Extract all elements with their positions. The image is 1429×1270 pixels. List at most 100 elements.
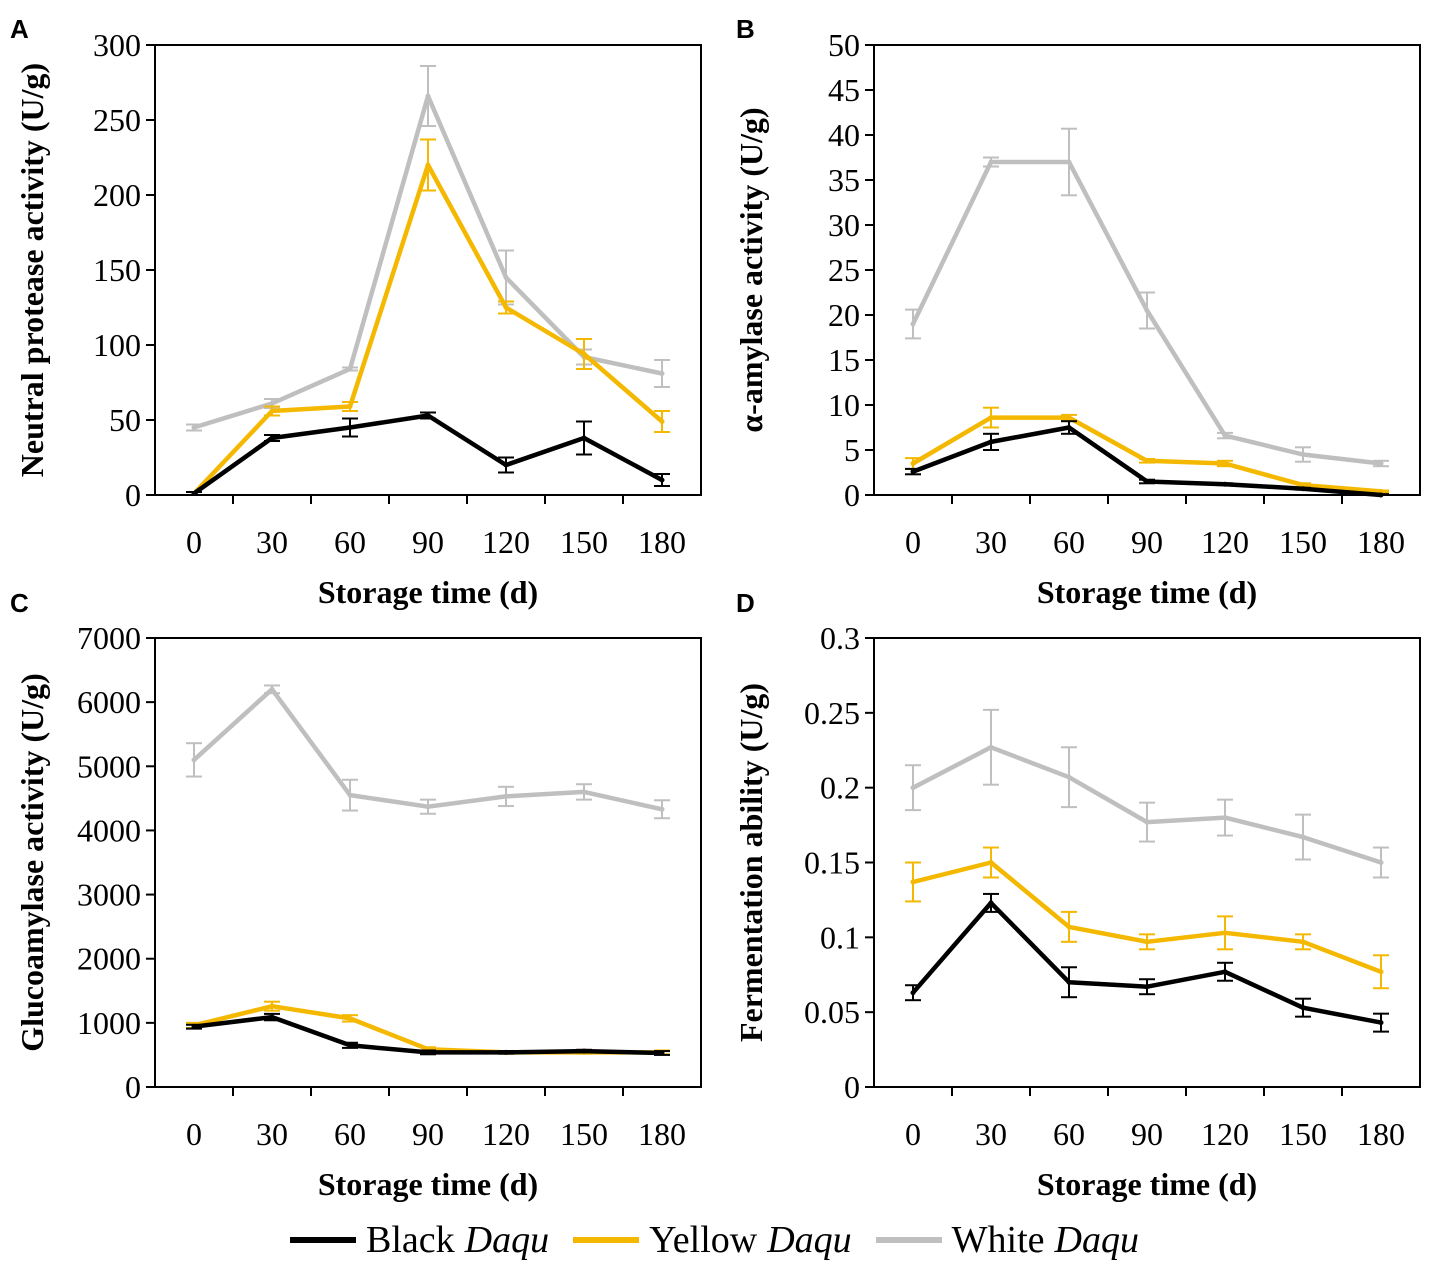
x-tick-label: 90 (412, 1116, 444, 1152)
legend-swatch (290, 1237, 357, 1243)
series-black (186, 411, 670, 496)
x-tick-label: 0 (905, 1116, 921, 1152)
y-tick-label: 100 (93, 327, 141, 363)
legend-label: Yellow (649, 1219, 758, 1261)
plot-area-frame (873, 637, 1421, 1088)
data-point (1300, 452, 1306, 457)
data-point (1066, 774, 1072, 780)
legend-swatch (573, 1237, 640, 1243)
y-tick-label: 0.25 (804, 695, 860, 731)
panel-a: A 0 50 100 150 200 250 300 0 30 60 90 120 150 180 Stora… (10, 14, 702, 610)
y-tick-label: 45 (828, 72, 860, 108)
data-point (1378, 492, 1384, 498)
x-axis-title: Storage time (d) (1037, 574, 1257, 610)
y-tick-label: 0 (844, 1069, 860, 1105)
data-point (425, 1049, 431, 1055)
y-tick-label: 25 (828, 252, 860, 288)
data-point (1144, 479, 1150, 484)
x-tick-label: 120 (482, 1116, 530, 1152)
data-point (1378, 969, 1384, 975)
series-white (905, 127, 1389, 468)
data-point (988, 415, 994, 421)
panel-c: C 0 1000 2000 3000 4000 5000 6000 7000 0 30 60 90 120… (10, 588, 702, 1202)
y-tick-label: 0 (125, 477, 141, 513)
legend-label: White (951, 1219, 1045, 1261)
data-point (910, 990, 916, 996)
data-point (988, 159, 994, 165)
data-point (503, 275, 509, 280)
data-point (1144, 458, 1150, 464)
panel-letter: B (736, 14, 755, 44)
x-tick-label: 90 (1131, 524, 1163, 560)
y-tick-label: 6000 (77, 684, 141, 720)
x-tick-label: 30 (975, 1116, 1007, 1152)
series-black (186, 1012, 670, 1056)
y-tick-label: 5000 (77, 748, 141, 784)
data-point (347, 1042, 353, 1048)
data-point (1378, 461, 1384, 466)
legend-item-white: White Daqu (875, 1218, 1139, 1262)
data-point (910, 879, 916, 885)
data-point (425, 804, 431, 810)
data-point (425, 162, 431, 168)
y-tick-label: 150 (93, 252, 141, 288)
x-tick-label: 150 (560, 1116, 608, 1152)
series-yellow (186, 138, 670, 496)
y-tick-label: 200 (93, 177, 141, 213)
series-white (186, 65, 670, 432)
data-point (659, 477, 665, 483)
data-point (910, 321, 916, 327)
y-tick-label: 0.05 (804, 994, 860, 1030)
data-point (988, 900, 994, 906)
data-point (1300, 1005, 1306, 1011)
data-point (503, 793, 509, 799)
x-tick-label: 120 (482, 524, 530, 560)
x-tick-label: 180 (638, 1116, 686, 1152)
data-point (988, 439, 994, 445)
y-tick-label: 5 (844, 432, 860, 468)
y-axis-title: Glucoamylase activity (U/g) (14, 673, 50, 1052)
data-point (581, 789, 587, 795)
y-tick-label: 30 (828, 207, 860, 243)
data-point (1066, 159, 1072, 165)
legend-label-italic: Daqu (767, 1219, 852, 1261)
y-tick-label: 20 (828, 297, 860, 333)
panel-letter: D (736, 588, 755, 618)
x-tick-label: 0 (186, 1116, 202, 1152)
series-yellow (186, 1000, 670, 1056)
data-point (988, 744, 994, 750)
data-point (659, 371, 665, 376)
y-tick-label: 0.1 (820, 919, 860, 955)
y-tick-label: 0.2 (820, 770, 860, 806)
x-tick-label: 150 (1279, 1116, 1327, 1152)
data-point (269, 435, 275, 441)
data-point (1300, 486, 1306, 492)
data-point (1066, 979, 1072, 985)
legend-item-yellow: Yellow Daqu (573, 1218, 852, 1262)
y-tick-label: 0.15 (804, 845, 860, 881)
legend-swatch (875, 1237, 942, 1243)
data-point (581, 351, 587, 357)
x-tick-label: 30 (256, 524, 288, 560)
data-point (910, 461, 916, 466)
data-point (191, 491, 197, 496)
chart-legend: Black Daqu Yellow Daqu White Daqu (0, 1212, 1429, 1268)
data-point (269, 1003, 275, 1009)
series-line (191, 687, 665, 812)
data-point (1144, 984, 1150, 990)
data-point (347, 1015, 353, 1021)
data-point (1378, 1020, 1384, 1026)
data-point (1300, 834, 1306, 840)
x-tick-label: 150 (560, 524, 608, 560)
data-point (347, 366, 353, 372)
y-tick-label: 40 (828, 117, 860, 153)
data-point (269, 686, 275, 692)
legend-label: Black (366, 1219, 455, 1261)
x-axis-title: Storage time (d) (318, 1166, 538, 1202)
x-tick-label: 150 (1279, 524, 1327, 560)
data-point (269, 1014, 275, 1020)
series-yellow (905, 846, 1389, 990)
series-white (186, 684, 670, 820)
data-point (269, 401, 275, 406)
